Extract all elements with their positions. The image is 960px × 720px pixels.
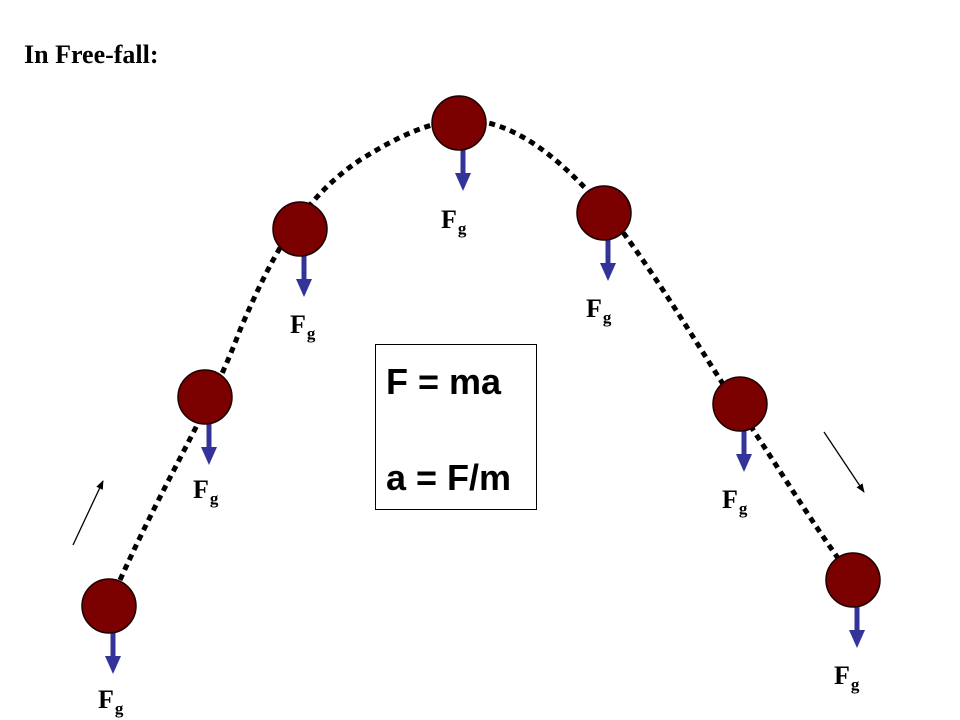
ball-5	[576, 185, 632, 281]
ball-2	[177, 369, 233, 465]
ball-circle	[81, 578, 137, 634]
ball-circle	[825, 552, 881, 608]
force-symbol: F	[193, 475, 209, 504]
force-symbol: F	[834, 661, 850, 690]
newton-second-law: F = ma	[386, 361, 502, 402]
force-subscript: g	[738, 499, 748, 518]
force-symbol: F	[98, 685, 114, 714]
upward-motion-arrow	[72, 480, 104, 546]
gravity-force-label: Fg	[586, 294, 611, 327]
gravity-force-arrowhead	[736, 454, 752, 472]
force-subscript: g	[114, 699, 124, 718]
ball-6	[712, 376, 768, 472]
ball-circle	[177, 369, 233, 425]
gravity-force-label: Fg	[290, 310, 315, 343]
downward-motion-arrow	[823, 431, 865, 493]
ball-circle	[712, 376, 768, 432]
gravity-force-label: Fg	[441, 205, 466, 238]
ball-circle	[431, 95, 487, 151]
gravity-force-label: Fg	[193, 475, 218, 508]
force-subscript: g	[457, 219, 467, 238]
gravity-force-arrowhead	[455, 173, 471, 191]
ball-3	[272, 201, 328, 297]
gravity-force-arrowhead	[201, 447, 217, 465]
gravity-force-arrowhead	[849, 630, 865, 648]
ball-circle	[272, 201, 328, 257]
balls-layer	[81, 95, 881, 674]
force-subscript: g	[209, 489, 219, 508]
force-subscript: g	[602, 308, 612, 327]
equation-box: F = ma a = F/m	[375, 344, 537, 510]
gravity-force-arrowhead	[296, 279, 312, 297]
gravity-force-arrowhead	[600, 263, 616, 281]
acceleration-formula: a = F/m	[386, 457, 512, 498]
ball-circle	[576, 185, 632, 241]
gravity-force-label: Fg	[834, 661, 859, 694]
force-symbol: F	[441, 205, 457, 234]
gravity-force-label: Fg	[98, 685, 123, 718]
gravity-force-label: Fg	[722, 485, 747, 518]
ball-4	[431, 95, 487, 191]
force-subscript: g	[306, 324, 316, 343]
force-symbol: F	[586, 294, 602, 323]
ball-1	[81, 578, 137, 674]
ball-7	[825, 552, 881, 648]
diagram-title: In Free-fall:	[24, 40, 159, 69]
force-symbol: F	[722, 485, 738, 514]
force-subscript: g	[850, 675, 860, 694]
gravity-force-arrowhead	[105, 656, 121, 674]
force-symbol: F	[290, 310, 306, 339]
